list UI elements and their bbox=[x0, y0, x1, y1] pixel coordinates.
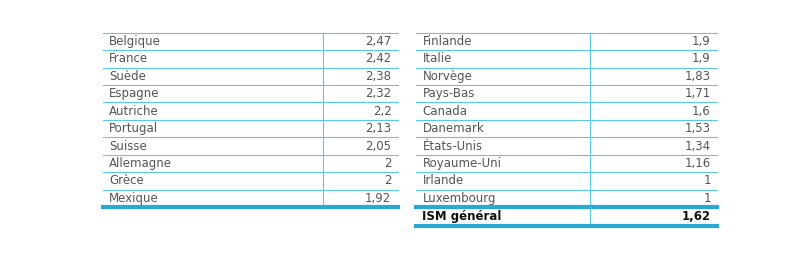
Text: 2,2: 2,2 bbox=[373, 105, 391, 118]
Text: Pays-Bas: Pays-Bas bbox=[422, 87, 474, 100]
Text: 1: 1 bbox=[703, 192, 710, 205]
Text: 1,9: 1,9 bbox=[692, 52, 710, 66]
Text: Suède: Suède bbox=[110, 70, 146, 83]
Text: 2,32: 2,32 bbox=[366, 87, 391, 100]
Text: 2,42: 2,42 bbox=[365, 52, 391, 66]
Text: Italie: Italie bbox=[422, 52, 452, 66]
Text: 2,47: 2,47 bbox=[365, 35, 391, 48]
Text: 1,71: 1,71 bbox=[685, 87, 710, 100]
Text: Autriche: Autriche bbox=[110, 105, 159, 118]
Text: Royaume-Uni: Royaume-Uni bbox=[422, 157, 502, 170]
Text: 1: 1 bbox=[703, 174, 710, 187]
Text: Mexique: Mexique bbox=[110, 192, 159, 205]
Text: 1,53: 1,53 bbox=[685, 122, 710, 135]
Text: 2: 2 bbox=[384, 157, 391, 170]
Text: ISM général: ISM général bbox=[422, 210, 502, 223]
Text: 1,9: 1,9 bbox=[692, 35, 710, 48]
Text: France: France bbox=[110, 52, 149, 66]
Text: Canada: Canada bbox=[422, 105, 467, 118]
Text: Suisse: Suisse bbox=[110, 140, 147, 152]
Text: 1,6: 1,6 bbox=[692, 105, 710, 118]
Text: Danemark: Danemark bbox=[422, 122, 484, 135]
Text: 1,92: 1,92 bbox=[365, 192, 391, 205]
Text: Grèce: Grèce bbox=[110, 174, 144, 187]
Text: Irlande: Irlande bbox=[422, 174, 464, 187]
Text: Belgique: Belgique bbox=[110, 35, 161, 48]
Text: 1,16: 1,16 bbox=[685, 157, 710, 170]
Text: 2,05: 2,05 bbox=[366, 140, 391, 152]
Text: Espagne: Espagne bbox=[110, 87, 160, 100]
Text: Norvège: Norvège bbox=[422, 70, 472, 83]
Text: Finlande: Finlande bbox=[422, 35, 472, 48]
Text: 1,83: 1,83 bbox=[685, 70, 710, 83]
Text: 2,38: 2,38 bbox=[366, 70, 391, 83]
Text: 2: 2 bbox=[384, 174, 391, 187]
Text: États-Unis: États-Unis bbox=[422, 140, 482, 152]
Text: 2,13: 2,13 bbox=[366, 122, 391, 135]
Text: 1,34: 1,34 bbox=[685, 140, 710, 152]
Text: 1,62: 1,62 bbox=[682, 210, 710, 223]
Text: Luxembourg: Luxembourg bbox=[422, 192, 496, 205]
Text: Allemagne: Allemagne bbox=[110, 157, 172, 170]
Text: Portugal: Portugal bbox=[110, 122, 158, 135]
